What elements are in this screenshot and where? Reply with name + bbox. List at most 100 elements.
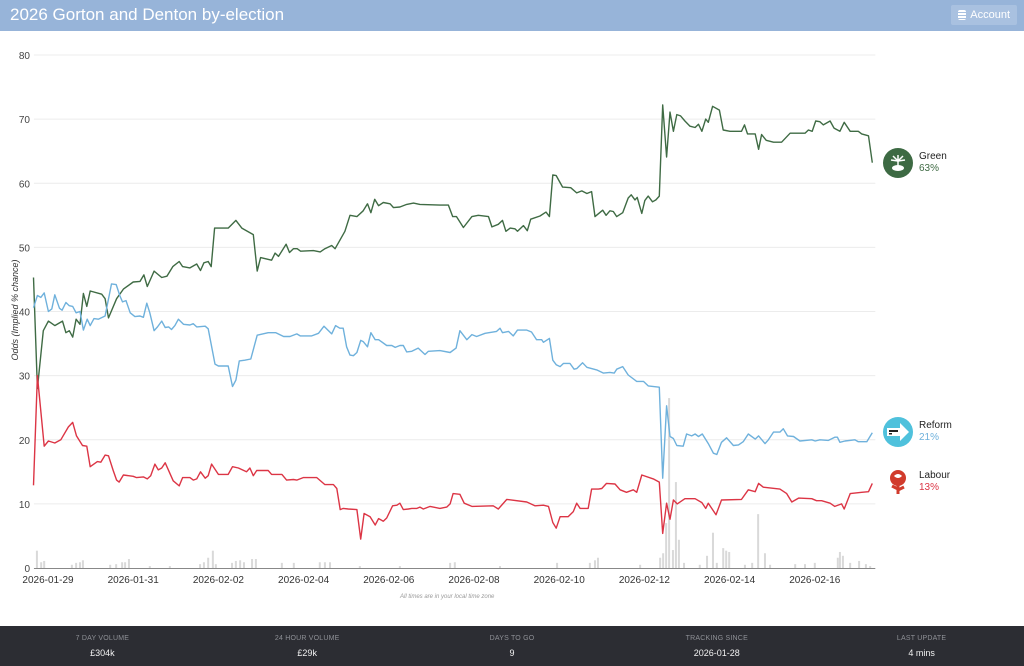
volume-bar — [75, 562, 78, 568]
y-tick-label: 50 — [19, 243, 31, 254]
volume-bar — [280, 562, 283, 568]
volume-bar — [668, 398, 671, 568]
volume-bar — [124, 562, 127, 568]
x-tick-label: 2026-02-14 — [704, 575, 756, 586]
stat-24-hour-volume: 24 Hour Volume £29k — [205, 626, 410, 666]
stat-label: 24 Hour Volume — [274, 635, 340, 642]
volume-bar — [329, 562, 332, 568]
legend-labour: Labour 13% — [883, 467, 950, 497]
volume-bar — [698, 564, 701, 568]
volume-bar — [722, 548, 725, 568]
x-tick-label: 2026-02-12 — [619, 575, 671, 586]
y-tick-label: 10 — [19, 500, 31, 511]
volume-bar — [743, 564, 746, 568]
volume-bar — [498, 566, 501, 568]
volume-bar — [202, 562, 205, 568]
volume-bar — [836, 557, 839, 568]
volume-bar — [292, 562, 295, 568]
volume-bar — [40, 562, 43, 568]
odds-chart: 0 10 20 30 40 50 60 70 80 2026-01-29 2026-01-31 202… — [19, 51, 876, 586]
volume-bar — [849, 562, 852, 568]
volume-bar — [838, 551, 841, 568]
volume-bar — [728, 551, 731, 568]
volume-bar — [813, 562, 816, 568]
volume-bar — [757, 514, 760, 568]
stat-tracking-since: Tracking Since 2026-01-28 — [614, 626, 819, 666]
volume-bar — [677, 539, 680, 568]
y-tick-label: 40 — [19, 308, 31, 319]
volume-bar — [711, 532, 714, 568]
volume-bar — [254, 559, 257, 568]
stats-footer: 7 Day Volume £304k 24 Hour Volume £29k Day… — [0, 626, 1024, 666]
volume-bar — [556, 562, 559, 568]
volume-bar — [398, 566, 401, 568]
series-line-reform — [32, 283, 873, 479]
volume-bar — [115, 564, 118, 568]
account-button[interactable]: Account — [951, 5, 1017, 25]
stat-7-day-volume: 7 Day Volume £304k — [0, 626, 205, 666]
volume-bar — [35, 550, 38, 568]
stat-value: £304k — [90, 648, 115, 658]
series-line-green — [32, 104, 873, 390]
volume-bar — [78, 562, 81, 568]
volume-bar — [121, 562, 124, 568]
timezone-note: All times are in your local time zone — [400, 594, 495, 600]
volume-bar — [43, 560, 46, 568]
stat-label: Last Update — [896, 635, 947, 642]
stat-label: 7 Day Volume — [75, 635, 130, 642]
volume-bar — [318, 562, 321, 568]
volume-bar — [683, 562, 686, 568]
volume-bar — [769, 564, 772, 568]
x-tick-label: 2026-02-04 — [278, 575, 330, 586]
volume-bar — [715, 562, 718, 568]
legend-green: Green 63% — [883, 148, 947, 178]
series-line-labour — [32, 374, 873, 540]
volume-bar — [763, 553, 766, 568]
volume-bar — [869, 566, 872, 568]
legend-value: 21% — [919, 432, 940, 443]
volume-bar — [751, 562, 754, 568]
volume-bar — [662, 553, 665, 568]
volume-bar — [841, 555, 844, 568]
volume-bar — [81, 560, 84, 568]
volume-bar — [725, 550, 728, 568]
volume-bar — [659, 557, 662, 568]
volume-bar — [109, 564, 112, 568]
legend-label: Reform — [919, 420, 952, 431]
volume-bar — [234, 560, 237, 568]
volume-bar — [251, 559, 254, 568]
volume-bar — [168, 566, 171, 568]
volume-bar — [148, 566, 151, 568]
volume-bar — [804, 564, 807, 568]
page-title: 2026 Gorton and Denton by-election — [10, 5, 285, 24]
database-icon — [958, 10, 967, 20]
y-tick-label: 80 — [19, 51, 31, 62]
legend-label: Green — [919, 151, 947, 162]
account-label: Account — [970, 9, 1010, 21]
y-tick-label: 30 — [19, 372, 31, 383]
legend-value: 63% — [919, 163, 940, 174]
volume-bar — [639, 564, 642, 568]
volume-bar — [231, 562, 234, 568]
y-tick-label: 0 — [24, 564, 30, 575]
green-party-logo-icon — [883, 148, 913, 178]
labour-rose-logo-icon — [883, 467, 913, 497]
volume-bar — [593, 560, 596, 568]
volume-bar — [211, 550, 214, 568]
volume-bar — [449, 562, 452, 568]
volume-bar — [864, 564, 867, 568]
stat-label: Tracking Since — [685, 635, 748, 642]
volume-bar — [674, 482, 677, 568]
legend-value: 13% — [919, 482, 940, 493]
x-tick-label: 2026-01-29 — [22, 575, 74, 586]
volume-bar — [858, 560, 861, 568]
x-tick-label: 2026-02-02 — [193, 575, 245, 586]
y-axis-label: Odds (Implied % chance) — [10, 259, 20, 361]
stat-value: 9 — [509, 648, 515, 658]
volume-bar — [127, 559, 130, 568]
x-tick-label: 2026-01-31 — [108, 575, 160, 586]
x-tick-label: 2026-02-16 — [789, 575, 841, 586]
volume-bar — [323, 562, 326, 568]
legend-reform: Reform 21% — [883, 417, 952, 447]
stat-days-to-go: Days To Go 9 — [410, 626, 615, 666]
